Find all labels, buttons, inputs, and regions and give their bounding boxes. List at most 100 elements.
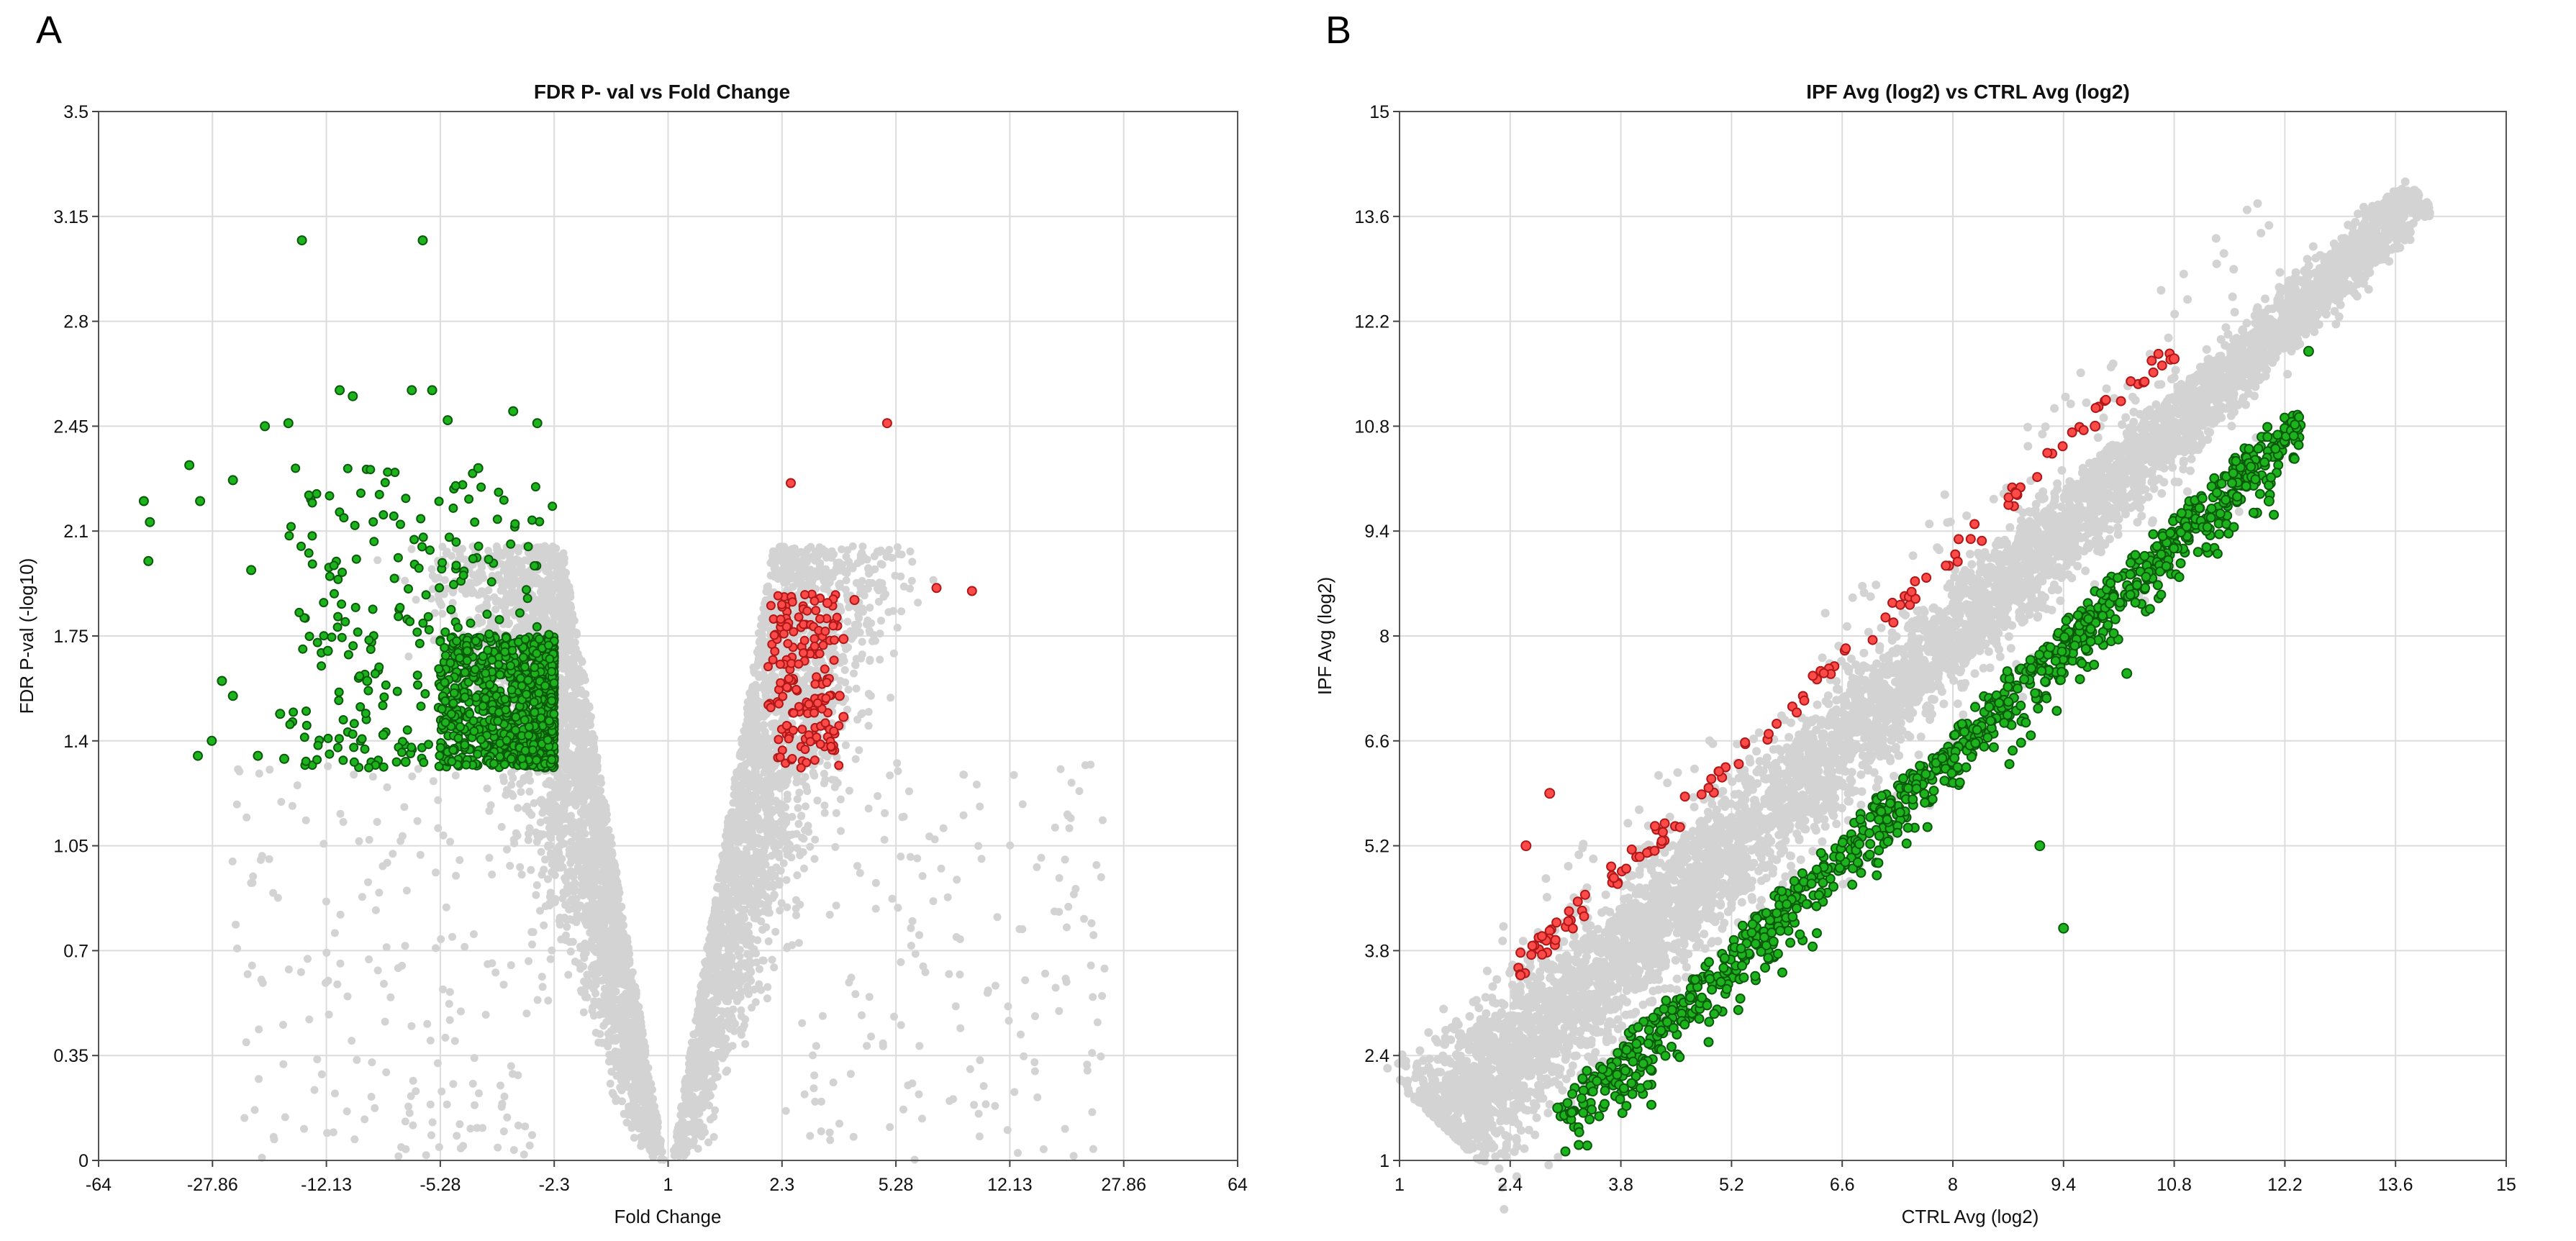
- volcano-point-grey: [740, 763, 748, 771]
- volcano-point-grey: [842, 553, 851, 561]
- volcano-point-grey: [753, 773, 762, 781]
- volcano-point-grey: [607, 935, 615, 943]
- volcano-point-grey: [733, 896, 742, 904]
- volcano-point-grey: [592, 967, 601, 976]
- volcano-point-grey: [648, 1105, 657, 1114]
- volcano-point-grey: [535, 797, 544, 806]
- volcano-point-grey: [507, 781, 516, 789]
- volcano-point-grey: [782, 575, 791, 583]
- volcano-point-grey: [766, 735, 774, 743]
- volcano-point-grey: [504, 560, 512, 568]
- volcano-point-grey: [625, 1102, 633, 1111]
- volcano-point-grey: [738, 915, 747, 924]
- volcano-point-grey: [914, 599, 922, 607]
- volcano-point-grey: [820, 751, 829, 760]
- volcano-point-grey: [708, 996, 717, 1005]
- volcano-point-grey: [722, 888, 731, 897]
- volcano-point-grey: [743, 812, 752, 820]
- volcano-point-grey: [752, 949, 760, 958]
- volcano-point-grey: [757, 917, 766, 926]
- volcano-point-grey: [565, 727, 573, 736]
- volcano-point-grey: [771, 847, 780, 856]
- volcano-point-grey: [835, 579, 844, 588]
- volcano-point-grey: [708, 1051, 717, 1060]
- volcano-point-grey: [782, 876, 791, 884]
- volcano-point-grey: [606, 1003, 614, 1012]
- volcano-point-grey: [674, 1142, 683, 1150]
- volcano-point-grey: [566, 947, 575, 956]
- volcano-point-grey: [704, 1138, 712, 1147]
- volcano-point-grey: [763, 983, 772, 991]
- volcano-point-grey: [635, 1116, 644, 1124]
- volcano-point-grey: [587, 940, 596, 949]
- volcano-point-grey: [576, 808, 585, 817]
- volcano-point-grey: [763, 994, 771, 1003]
- volcano-point-grey: [756, 965, 763, 973]
- volcano-point-grey: [851, 620, 859, 629]
- volcano-point-grey: [929, 576, 938, 584]
- volcano-point-grey: [761, 901, 770, 909]
- volcano-point-grey: [597, 877, 605, 886]
- volcano-point-grey: [758, 735, 766, 744]
- volcano-point-grey: [740, 905, 749, 914]
- volcano-point-grey: [539, 585, 548, 594]
- volcano-point-grey: [775, 881, 784, 889]
- volcano-point-grey: [841, 741, 850, 750]
- volcano-point-grey: [504, 788, 513, 797]
- volcano-point-grey: [502, 595, 510, 604]
- volcano-point-grey: [750, 986, 758, 994]
- volcano-point-grey: [564, 970, 573, 979]
- volcano-point-grey: [558, 894, 567, 903]
- volcano-point-grey: [746, 967, 755, 976]
- volcano-point-grey: [743, 950, 752, 958]
- volcano-point-grey: [710, 1009, 719, 1018]
- volcano-point-grey: [820, 801, 829, 810]
- volcano-point-grey: [820, 584, 828, 593]
- volcano-point-grey: [522, 602, 530, 611]
- volcano-point-grey: [630, 1085, 638, 1094]
- volcano-point-grey: [579, 798, 588, 806]
- volcano-point-grey: [771, 550, 779, 558]
- volcano-point-grey: [689, 1137, 698, 1145]
- volcano-point-grey: [858, 542, 867, 551]
- volcano-point-grey: [758, 925, 767, 934]
- volcano-point-grey: [577, 727, 586, 736]
- volcano-point-grey: [722, 1007, 731, 1016]
- panel-a-title: FDR P- val vs Fold Change: [534, 81, 790, 103]
- volcano-point-grey: [783, 903, 792, 912]
- volcano-point-grey: [567, 837, 576, 846]
- volcano-point-grey: [876, 629, 884, 638]
- volcano-point-grey: [758, 800, 766, 809]
- volcano-point-grey: [907, 576, 916, 585]
- volcano-point-grey: [874, 597, 883, 606]
- volcano-point-grey: [522, 568, 530, 577]
- volcano-point-grey: [727, 953, 736, 961]
- volcano-point-grey: [812, 555, 821, 563]
- volcano-point-grey: [590, 997, 599, 1006]
- volcano-point-grey: [730, 1027, 738, 1035]
- volcano-point-grey: [747, 729, 756, 737]
- volcano-point-grey: [620, 1109, 628, 1118]
- volcano-point-grey: [737, 977, 745, 986]
- volcano-point-grey: [893, 624, 902, 632]
- volcano-point-grey: [768, 674, 777, 683]
- volcano-point-grey: [407, 545, 416, 553]
- volcano-point-grey: [401, 576, 409, 585]
- volcano-point-grey: [585, 815, 594, 824]
- volcano-point-grey: [877, 617, 885, 625]
- volcano-point-grey: [566, 859, 575, 868]
- volcano-point-grey: [801, 826, 809, 835]
- volcano-point-grey: [476, 571, 484, 579]
- volcano-point-grey: [868, 637, 876, 645]
- volcano-point-grey: [555, 920, 564, 929]
- volcano-point-grey: [810, 855, 819, 863]
- volcano-point-grey: [768, 955, 776, 964]
- volcano-point-grey: [591, 981, 600, 989]
- volcano-point-grey: [764, 883, 773, 891]
- volcano-point-grey: [886, 694, 895, 702]
- volcano-point-grey: [745, 751, 753, 760]
- volcano-point-grey: [575, 835, 584, 843]
- volcano-point-grey: [735, 850, 744, 859]
- volcano-point-grey: [546, 955, 555, 963]
- volcano-point-grey: [604, 970, 613, 978]
